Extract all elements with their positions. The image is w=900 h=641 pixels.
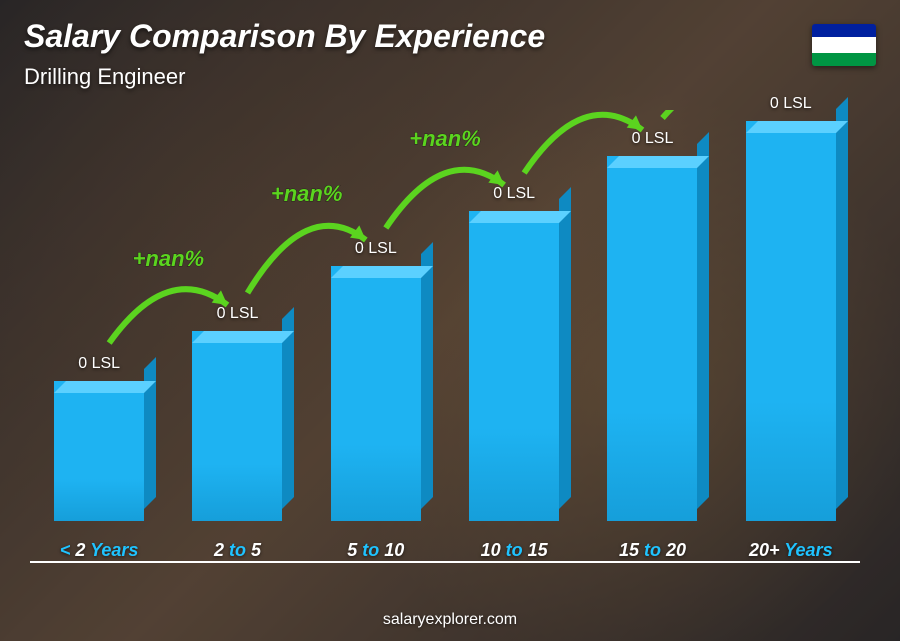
x-axis-label: 5 to 10 <box>316 540 436 561</box>
bar-3d <box>192 331 282 521</box>
x-axis-label: < 2 Years <box>39 540 159 561</box>
x-labels: < 2 Years 2 to 5 5 to 10 10 to 15 15 to 20 20… <box>30 540 860 561</box>
bar: 0 LSL <box>592 130 712 521</box>
chart-baseline <box>30 561 860 563</box>
bar: 0 LSL <box>177 305 297 521</box>
bar: 0 LSL <box>316 240 436 521</box>
bar-value-label: 0 LSL <box>78 355 120 373</box>
bar-value-label: 0 LSL <box>770 95 812 113</box>
bar-3d <box>746 121 836 521</box>
x-axis-label: 10 to 15 <box>454 540 574 561</box>
bar-value-label: 0 LSL <box>632 130 674 148</box>
chart-subtitle: Drilling Engineer <box>24 64 185 90</box>
bar-3d <box>607 156 697 521</box>
x-axis-label: 20+ Years <box>731 540 851 561</box>
bars-container: 0 LSL0 LSL0 LSL0 LSL0 LSL0 LSL <box>30 110 860 521</box>
chart-area: 0 LSL0 LSL0 LSL0 LSL0 LSL0 LSL +nan%+nan… <box>30 110 860 561</box>
bar-value-label: 0 LSL <box>355 240 397 258</box>
bar-value-label: 0 LSL <box>217 305 259 323</box>
chart-title: Salary Comparison By Experience <box>24 18 545 55</box>
footer-attribution: salaryexplorer.com <box>0 611 900 629</box>
x-axis-label: 2 to 5 <box>177 540 297 561</box>
chart-stage: Salary Comparison By Experience Drilling… <box>0 0 900 641</box>
bar-3d <box>331 266 421 521</box>
bar: 0 LSL <box>731 95 851 521</box>
country-flag <box>812 24 876 66</box>
bar: 0 LSL <box>39 355 159 521</box>
bar-3d <box>469 211 559 521</box>
bar-3d <box>54 381 144 521</box>
bar: 0 LSL <box>454 185 574 521</box>
bar-value-label: 0 LSL <box>493 185 535 203</box>
x-axis-label: 15 to 20 <box>592 540 712 561</box>
